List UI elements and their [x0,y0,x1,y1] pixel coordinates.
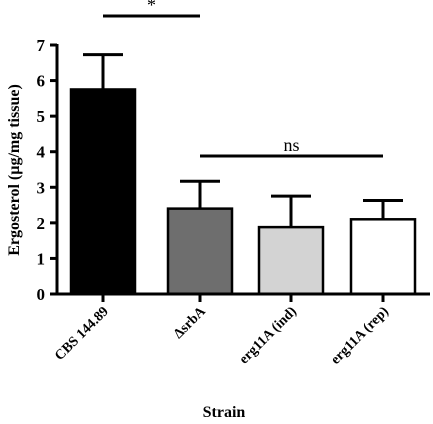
bars-group [69,88,417,296]
bar-3 [349,218,417,296]
y-tick-label-3: 3 [37,178,46,197]
y-tick-label-1: 1 [37,249,46,268]
bar-2 [257,225,325,296]
y-axis-label: Ergosterol (µg/mg tissue) [6,84,23,256]
axes-group [55,44,430,296]
y-tick-label-7: 7 [37,36,46,55]
error-bars-group [83,53,403,228]
significance-group: * ns [103,0,383,158]
y-ticks-group: 0 1 2 3 4 5 6 7 [37,36,57,304]
significance-label-1: ns [283,135,299,155]
x-tick-label-0: CBS 144.89 [52,304,112,364]
significance-label-0: * [147,0,156,15]
y-tick-label-4: 4 [37,143,46,162]
x-tick-label-2: erg11A (ind) [237,304,300,367]
bar-0 [69,88,137,296]
bar-1 [166,207,234,296]
y-tick-label-5: 5 [37,107,46,126]
x-tick-labels-group: CBS 144.89 ΔsrbA erg11A (ind) erg11A (rep) [52,294,392,368]
y-tick-label-6: 6 [37,72,46,91]
y-tick-label-2: 2 [37,214,46,233]
x-tick-label-3: erg11A (rep) [328,304,392,368]
y-tick-label-0: 0 [37,285,46,304]
x-tick-label-1: ΔsrbA [171,304,209,342]
x-axis-label: Strain [203,404,246,421]
